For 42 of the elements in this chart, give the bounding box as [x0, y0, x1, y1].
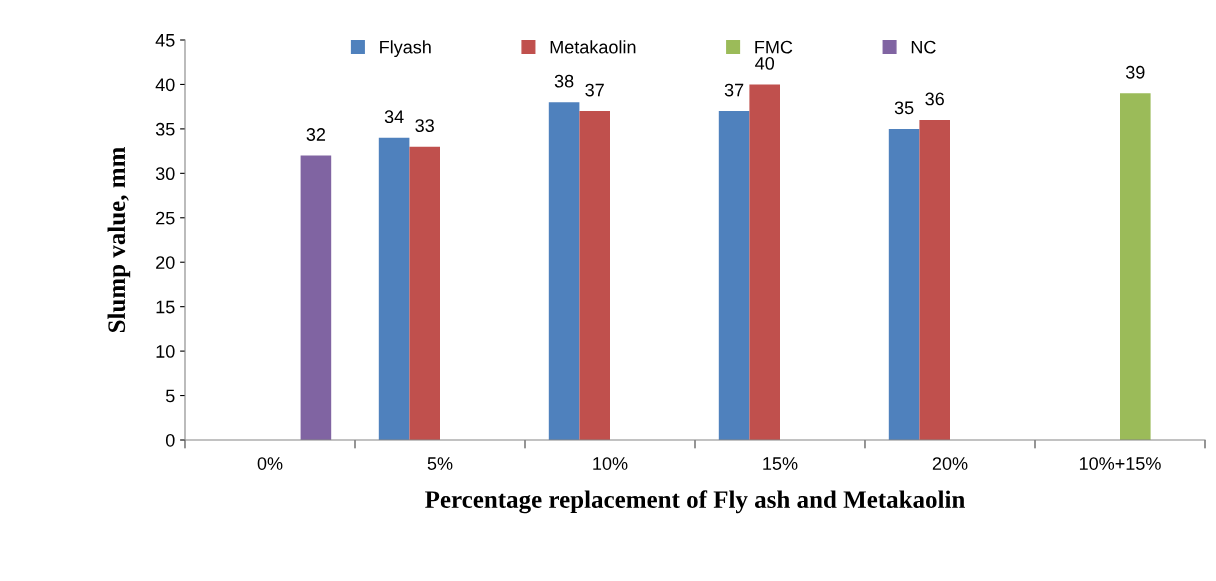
y-tick-label: 0	[165, 433, 175, 447]
x-tick-label: 20%	[932, 457, 968, 470]
y-tick-label: 10	[156, 345, 175, 358]
y-tick-label: 25	[156, 211, 175, 225]
legend-label: NC	[911, 40, 936, 54]
bar	[409, 146, 440, 440]
x-tick-label: 10%+15%	[1079, 457, 1161, 470]
y-tick-label: 20	[156, 256, 175, 269]
y-tick-label: 5	[165, 389, 175, 403]
y-tick-label: 40	[155, 78, 175, 92]
y-tick-label: 15	[156, 300, 175, 314]
data-label: 34	[384, 110, 404, 124]
bar	[378, 137, 410, 440]
data-label: 40	[755, 56, 775, 70]
bar	[749, 84, 780, 440]
x-tick-label: 15%	[763, 457, 798, 470]
bar	[1120, 93, 1151, 440]
x-axis-title: Percentage replacement of Fly ash and Metakaolin	[425, 490, 965, 514]
legend-label: Flyash	[380, 40, 431, 58]
bar	[548, 102, 580, 440]
bar	[888, 128, 920, 440]
data-label: 35	[894, 101, 914, 115]
data-label: 36	[925, 92, 944, 106]
bar	[300, 155, 332, 440]
legend-label: FMC	[755, 40, 793, 54]
y-tick-label: 30	[155, 167, 175, 181]
x-tick-label: 0%	[257, 457, 283, 470]
x-tick-label: 10%	[593, 457, 628, 470]
data-label: 38	[554, 74, 574, 88]
data-label: 32	[306, 128, 326, 141]
data-label: 37	[585, 83, 604, 97]
data-label: 37	[724, 83, 744, 97]
bar	[718, 111, 750, 440]
y-axis-title: Slump value, mm	[107, 147, 131, 333]
bar	[919, 120, 950, 440]
x-tick-label: 5%	[427, 457, 453, 470]
y-tick-label: 45	[155, 34, 175, 47]
data-label: 33	[415, 119, 434, 132]
data-label: 39	[1125, 65, 1145, 79]
y-tick-label: 35	[155, 122, 175, 136]
legend-label: Metakaolin	[550, 40, 636, 54]
bar	[579, 111, 610, 440]
